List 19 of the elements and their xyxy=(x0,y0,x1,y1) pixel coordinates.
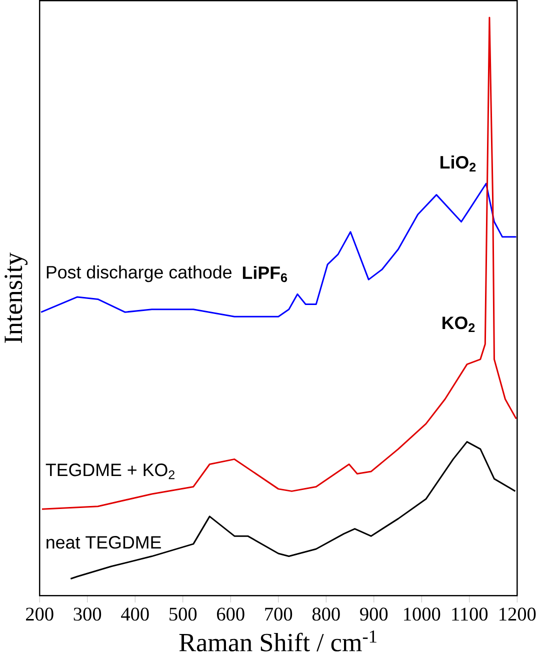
x-tick-label: 400 xyxy=(121,608,149,621)
annotation: LiO$_{2}$ xyxy=(440,155,476,172)
y-axis-title: Intensity xyxy=(4,252,28,343)
x-tick-label: 600 xyxy=(217,608,244,621)
x-tick-label: 200 xyxy=(26,608,54,621)
x-tick-label: 900 xyxy=(360,608,388,621)
annotation: LiPF$_{6}$ xyxy=(242,266,288,282)
x-tick-label: 800 xyxy=(312,608,340,621)
x-tick-label: 300 xyxy=(74,608,102,621)
annotation: KO$_{2}$ xyxy=(442,316,475,332)
series-label: neat TEGDME xyxy=(46,536,161,549)
x-tick-label: 1000 xyxy=(404,608,440,621)
x-tick-label: 500 xyxy=(170,608,197,621)
x-axis-title: Raman Shift / cm$^{-1}$ xyxy=(179,630,376,652)
x-tick-label: 700 xyxy=(265,608,292,621)
series-label: Post discharge cathode xyxy=(46,265,232,282)
series-label: TEGDME + KO$_{2}$ xyxy=(46,464,174,480)
x-tick-label: 1200 xyxy=(500,608,536,621)
x-tick-label: 1100 xyxy=(452,608,488,621)
